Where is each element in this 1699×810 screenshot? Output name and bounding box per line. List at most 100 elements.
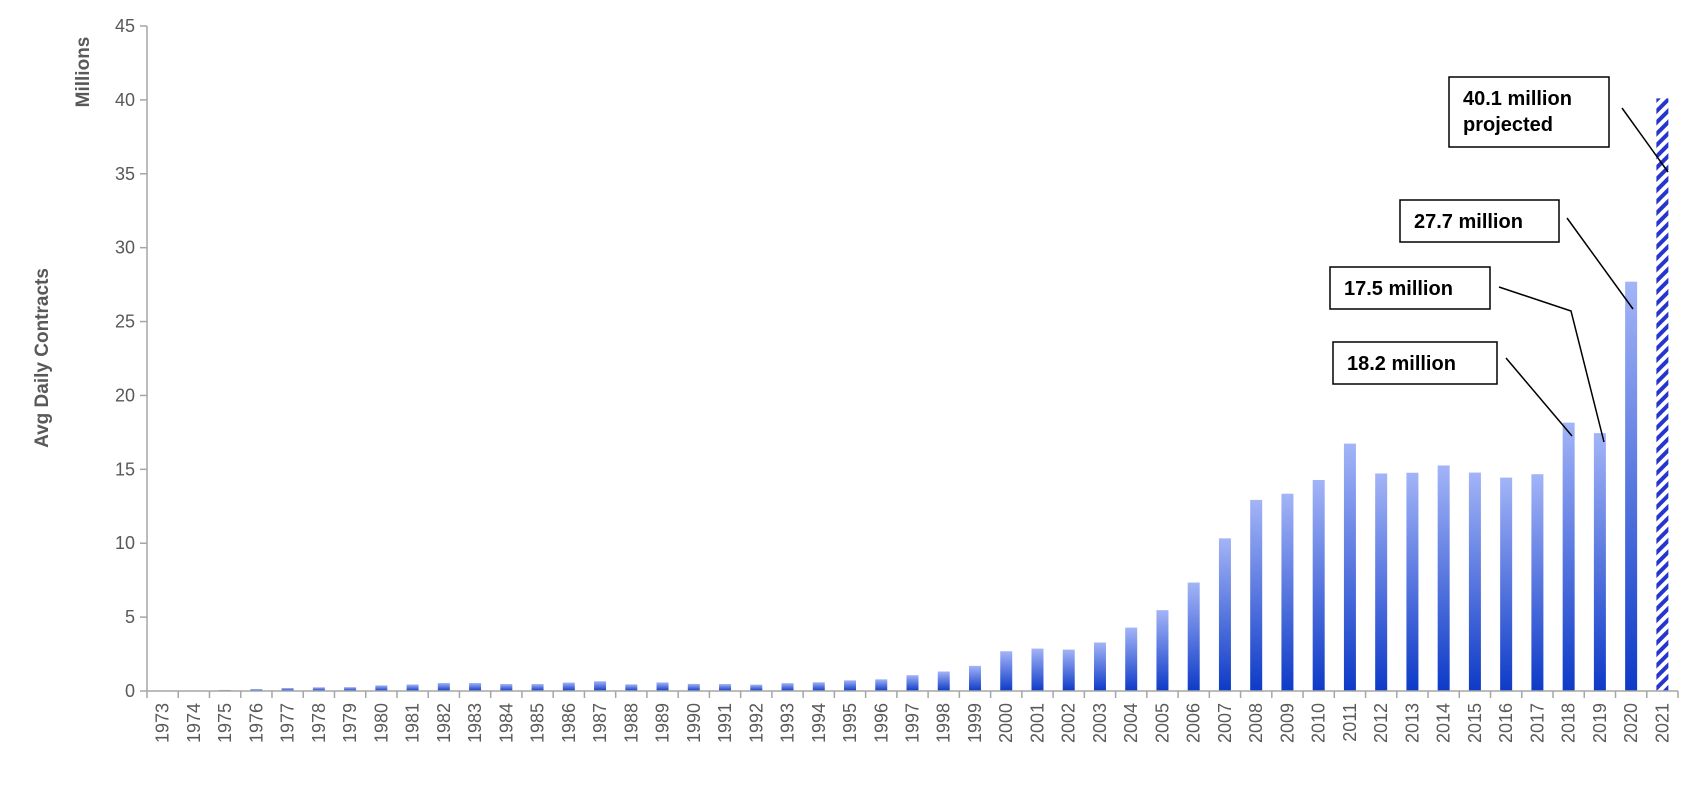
x-tick-label: 2012: [1371, 703, 1391, 743]
callout-leader-line: [1505, 357, 1573, 437]
x-tick-label: 1985: [528, 703, 548, 743]
bar-2013: [1406, 472, 1419, 691]
bar-2001: [1031, 648, 1044, 691]
bar-1998: [937, 671, 950, 691]
x-tick-label: 2010: [1309, 703, 1329, 743]
x-tick-label: 1975: [215, 703, 235, 743]
x-tick-label: 1990: [684, 703, 704, 743]
bar-2004: [1125, 627, 1138, 691]
bar-2000: [1000, 651, 1013, 691]
bar-2009: [1281, 493, 1294, 691]
callout-leader-line: [1621, 107, 1669, 173]
x-tick-label: 1973: [153, 703, 173, 743]
x-tick-label: 1982: [434, 703, 454, 743]
x-tick-label: 2011: [1340, 703, 1360, 742]
callout-text: projected: [1463, 114, 1553, 136]
y-tick-label: 10: [115, 533, 135, 553]
bar-2010: [1312, 479, 1325, 691]
x-tick-label: 2014: [1434, 703, 1454, 743]
x-tick-label: 1996: [871, 703, 891, 743]
bar-2007: [1218, 538, 1231, 691]
bar-2003: [1093, 642, 1106, 691]
x-tick-label: 1994: [809, 703, 829, 743]
x-tick-label: 2019: [1590, 703, 1610, 743]
x-tick-label: 1983: [465, 703, 485, 743]
x-tick-label: 2002: [1059, 703, 1079, 743]
bar-1996: [875, 679, 888, 691]
bar-1994: [812, 682, 825, 691]
y-tick-label: 20: [115, 385, 135, 405]
x-tick-label: 1977: [278, 703, 298, 743]
bar-2017: [1531, 474, 1544, 691]
bar-1997: [906, 675, 919, 691]
x-tick-label: 1984: [496, 703, 516, 743]
x-tick-label: 2017: [1527, 703, 1547, 743]
bar-2020: [1625, 281, 1638, 691]
x-tick-label: 2018: [1559, 703, 1579, 743]
bar-1987: [594, 681, 607, 691]
bar-1989: [656, 682, 669, 691]
callout-2018: 18.2 million: [1332, 341, 1573, 437]
x-tick-label: 2004: [1121, 703, 1141, 743]
bar-2012: [1375, 473, 1388, 691]
bar-2006: [1187, 582, 1200, 691]
y-ticks-group: 0 5 10 15 20 25 30 35 40 45: [115, 16, 147, 701]
bar-2002: [1062, 649, 1075, 691]
x-tick-label: 1974: [184, 703, 204, 743]
bar-1993: [781, 683, 794, 691]
x-tick-label: 2005: [1152, 703, 1172, 743]
x-tick-label: 1997: [903, 703, 923, 743]
y-tick-label: 40: [115, 90, 135, 110]
y-axis-title: Avg Daily Contracts: [32, 268, 53, 448]
bar-1976: [250, 689, 263, 691]
x-tick-label: 1978: [309, 703, 329, 743]
x-tick-label: 2013: [1402, 703, 1422, 743]
y-axis-unit-label: Millions: [73, 37, 94, 108]
y-tick-label: 0: [125, 681, 135, 701]
callout-text: 40.1 million: [1463, 88, 1572, 110]
bar-1980: [375, 685, 388, 691]
bar-1983: [469, 683, 482, 691]
callout-2021: 40.1 million projected: [1448, 76, 1669, 173]
x-tick-label: 1995: [840, 703, 860, 743]
y-tick-label: 45: [115, 16, 135, 36]
y-tick-label: 15: [115, 459, 135, 479]
x-tick-label: 2009: [1277, 703, 1297, 743]
bar-2014: [1437, 465, 1450, 691]
y-tick-label: 35: [115, 164, 135, 184]
callout-text: 18.2 million: [1347, 353, 1456, 375]
bar-2016: [1500, 477, 1513, 691]
x-tick-label: 2016: [1496, 703, 1516, 743]
x-tick-label: 1989: [653, 703, 673, 743]
x-tick-label: 1981: [403, 703, 423, 743]
x-tick-label: 1993: [778, 703, 798, 743]
bar-2019: [1593, 433, 1606, 691]
x-tick-label: 2008: [1246, 703, 1266, 743]
bar-1992: [750, 684, 763, 691]
x-tick-label: 2021: [1652, 703, 1672, 743]
callout-box: [1329, 266, 1491, 310]
x-tick-label: 2020: [1621, 703, 1641, 743]
bar-1986: [562, 682, 575, 691]
bar-2011: [1343, 443, 1356, 691]
y-tick-label: 30: [115, 238, 135, 258]
callouts-group: 40.1 million projected 27.7 million 17.5 mi…: [1329, 76, 1669, 443]
x-tick-label: 1986: [559, 703, 579, 743]
bar-2005: [1156, 610, 1169, 691]
callout-box: [1399, 199, 1560, 243]
x-tick-label: 1980: [371, 703, 391, 743]
bar-1995: [844, 680, 857, 691]
bar-2008: [1250, 499, 1263, 691]
x-tick-label: 1976: [246, 703, 266, 743]
bar-1978: [312, 687, 325, 691]
callout-box: [1332, 341, 1498, 385]
bar-2018: [1562, 422, 1575, 691]
x-tick-label: 1998: [934, 703, 954, 743]
x-tick-label: 2015: [1465, 703, 1485, 743]
x-tick-label: 2000: [996, 703, 1016, 743]
callout-box: [1448, 76, 1610, 148]
bar-1999: [968, 665, 981, 691]
callout-text: 27.7 million: [1414, 211, 1523, 233]
